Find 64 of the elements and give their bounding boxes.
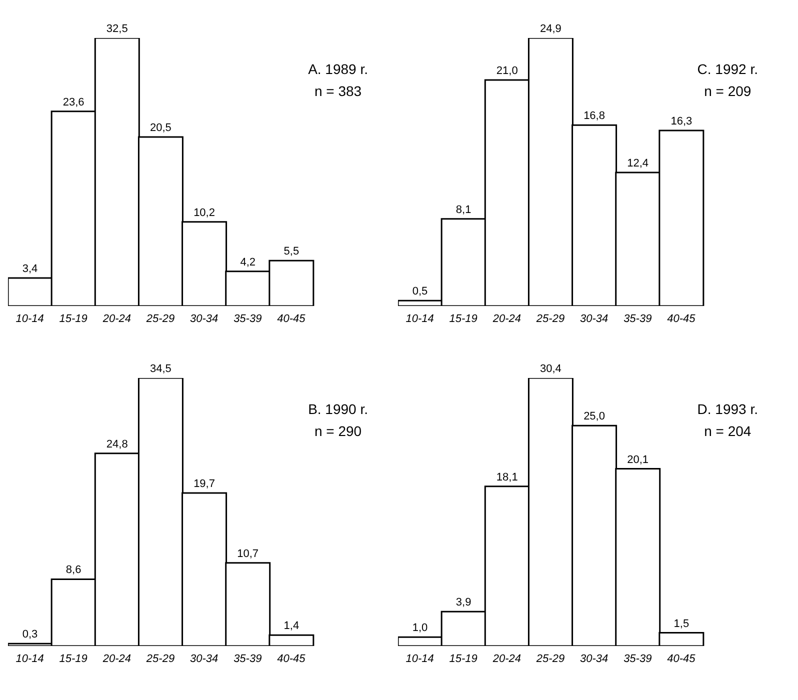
x-tick-label: 40-45 bbox=[667, 312, 696, 325]
x-tick-label: 10-14 bbox=[406, 652, 434, 665]
x-tick-label: 30-34 bbox=[580, 652, 608, 665]
data-label: 1,4 bbox=[284, 620, 300, 632]
data-label: 1,0 bbox=[412, 622, 428, 634]
text: n = 290 bbox=[313, 422, 363, 441]
x-tick-label: 35-39 bbox=[624, 652, 652, 665]
x-tick-label: 15-19 bbox=[449, 312, 478, 325]
x-tick-label: 25-29 bbox=[145, 652, 175, 665]
data-label: 21,0 bbox=[496, 64, 518, 77]
data-label: 32,5 bbox=[106, 23, 128, 35]
x-tick-label: 40-45 bbox=[277, 312, 306, 325]
text: A. 1989 r. bbox=[308, 60, 368, 79]
data-label: 12,4 bbox=[627, 158, 649, 170]
x-tick-label: 35-39 bbox=[234, 312, 262, 325]
data-label: 8,6 bbox=[66, 564, 82, 576]
text: n = 209 bbox=[703, 82, 752, 101]
data-label: 20,5 bbox=[150, 122, 172, 134]
data-label: 30,4 bbox=[540, 363, 562, 375]
data-label: 3,4 bbox=[22, 262, 38, 275]
data-label: 19,7 bbox=[194, 478, 215, 490]
data-label: 34,5 bbox=[150, 363, 172, 375]
text: B. 1990 r. bbox=[308, 400, 368, 419]
data-label: 1,5 bbox=[674, 618, 690, 630]
x-tick-label: 30-34 bbox=[190, 652, 218, 665]
data-label: 16,3 bbox=[670, 116, 692, 128]
x-tick-label: 25-29 bbox=[145, 312, 175, 325]
data-label: 0,3 bbox=[22, 628, 38, 641]
x-tick-label: 35-39 bbox=[234, 652, 262, 665]
data-label: 10,7 bbox=[237, 548, 259, 560]
x-tick-label: 15-19 bbox=[59, 652, 88, 665]
data-label: 24,8 bbox=[106, 438, 128, 450]
x-tick-label: 10-14 bbox=[16, 652, 44, 665]
data-label: 5,5 bbox=[284, 246, 300, 258]
text: n = 204 bbox=[703, 422, 752, 441]
x-tick-label: 15-19 bbox=[59, 312, 88, 325]
x-tick-label: 30-34 bbox=[190, 312, 218, 325]
data-label: 3,9 bbox=[456, 596, 472, 609]
x-tick-label: 30-34 bbox=[580, 312, 608, 325]
data-label: 10,2 bbox=[194, 206, 215, 219]
x-tick-label: 20-24 bbox=[492, 652, 521, 665]
x-tick-label: 25-29 bbox=[535, 312, 565, 325]
data-label: 8,1 bbox=[456, 204, 472, 216]
data-label: 24,9 bbox=[540, 23, 562, 35]
x-tick-label: 35-39 bbox=[624, 312, 652, 325]
x-tick-label: 40-45 bbox=[667, 652, 696, 665]
data-label: 20,1 bbox=[627, 454, 649, 466]
data-label: 4,2 bbox=[240, 256, 256, 268]
data-label: 23,6 bbox=[62, 96, 84, 108]
x-tick-label: 15-19 bbox=[449, 652, 478, 665]
x-tick-label: 20-24 bbox=[102, 652, 131, 665]
text: n = 383 bbox=[313, 82, 363, 101]
x-tick-label: 20-24 bbox=[492, 312, 521, 325]
data-label: 0,5 bbox=[412, 286, 428, 298]
text: D. 1993 r. bbox=[697, 400, 758, 419]
data-label: 16,8 bbox=[584, 110, 605, 122]
data-label: 25,0 bbox=[584, 410, 605, 423]
text: C. 1992 r. bbox=[697, 60, 758, 79]
data-label: 18,1 bbox=[496, 471, 518, 484]
x-tick-label: 20-24 bbox=[102, 312, 131, 325]
x-tick-label: 40-45 bbox=[277, 652, 306, 665]
x-tick-label: 10-14 bbox=[406, 312, 434, 325]
x-tick-label: 10-14 bbox=[16, 312, 44, 325]
x-tick-label: 25-29 bbox=[535, 652, 565, 665]
